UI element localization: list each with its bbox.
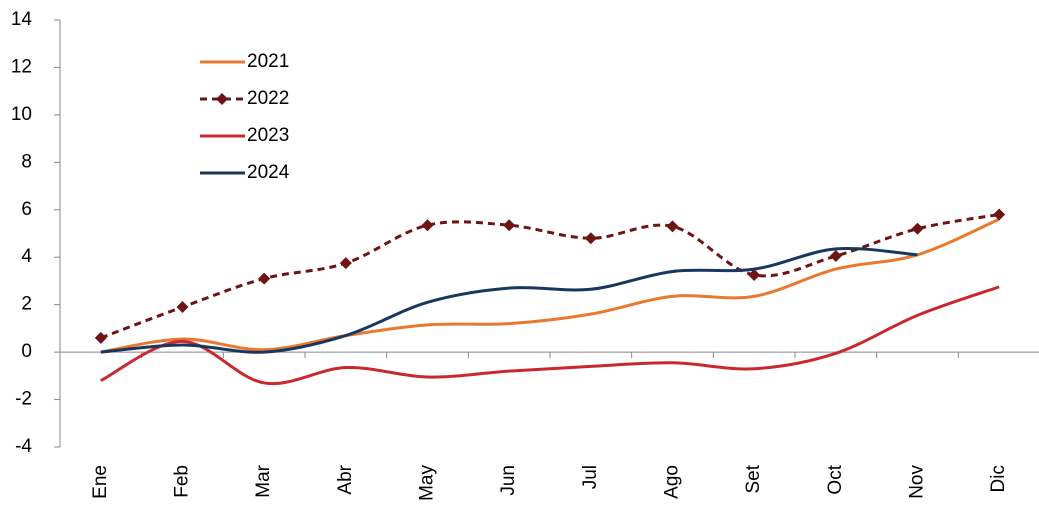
series-marker <box>176 301 189 314</box>
legend-label: 2023 <box>247 125 289 146</box>
x-tick-label: Ago <box>662 465 683 499</box>
series-marker <box>993 208 1006 221</box>
y-tick-label: 2 <box>21 294 32 315</box>
series-marker <box>584 232 597 245</box>
series-marker <box>911 222 924 235</box>
legend-label: 2022 <box>247 88 289 109</box>
y-tick-label: 12 <box>11 56 32 77</box>
y-tick-label: 10 <box>11 104 32 125</box>
x-tick-label: May <box>417 465 438 501</box>
y-tick-label: 4 <box>21 246 32 267</box>
x-tick-label: Dic <box>988 465 1009 492</box>
series-marker <box>748 269 761 282</box>
series-marker <box>258 272 271 285</box>
x-tick-label: Abr <box>335 464 356 494</box>
y-tick-label: 14 <box>11 9 33 30</box>
x-tick-label: Jun <box>498 465 519 496</box>
y-tick-label: -2 <box>15 389 32 410</box>
x-tick-label: Nov <box>907 465 928 499</box>
y-tick-label: 6 <box>21 199 32 220</box>
y-tick-label: 0 <box>21 341 32 362</box>
x-tick-label: Mar <box>253 464 274 497</box>
legend-label: 2024 <box>247 162 290 183</box>
series-line <box>100 285 1000 386</box>
x-tick-label: Feb <box>172 465 193 498</box>
series-marker <box>94 331 107 344</box>
series-line <box>100 213 1000 340</box>
series-marker <box>829 250 842 263</box>
series-line <box>100 246 918 354</box>
x-tick-label: Jul <box>580 465 601 489</box>
y-tick-label: -4 <box>15 436 32 457</box>
series-marker <box>339 257 352 270</box>
series-line <box>100 217 1000 354</box>
series-marker <box>503 219 516 232</box>
x-tick-label: Oct <box>825 464 846 494</box>
x-tick-label: Set <box>743 464 764 493</box>
legend-label: 2021 <box>247 51 289 72</box>
legend-marker <box>216 93 228 105</box>
series-marker <box>666 220 679 233</box>
y-tick-label: 8 <box>21 151 32 172</box>
series-marker <box>421 219 434 232</box>
x-tick-label: Ene <box>90 465 111 499</box>
